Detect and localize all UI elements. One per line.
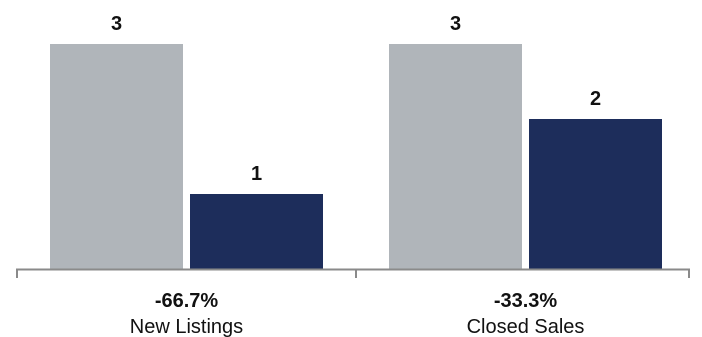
bar-closed-sales-current [529, 119, 662, 269]
x-axis [16, 268, 690, 278]
value-label-closed-sales-prior: 3 [450, 13, 461, 35]
category-label-new-listings: New Listings [130, 316, 243, 337]
category-label-closed-sales: Closed Sales [467, 316, 585, 337]
value-label-closed-sales-current: 2 [590, 88, 601, 110]
bar-new-listings-prior [50, 44, 183, 269]
bar-closed-sales-prior [389, 44, 522, 269]
bars-layer [50, 44, 662, 269]
change-label-closed-sales: -33.3% [494, 290, 558, 312]
value-label-new-listings-prior: 3 [111, 13, 122, 35]
value-label-new-listings-current: 1 [251, 163, 262, 185]
change-label-new-listings: -66.7% [155, 290, 219, 312]
bar-new-listings-current [190, 194, 323, 269]
labels-layer: 3 1 -66.7% New Listings 3 2 -33.3% Closed Sales [111, 13, 601, 337]
